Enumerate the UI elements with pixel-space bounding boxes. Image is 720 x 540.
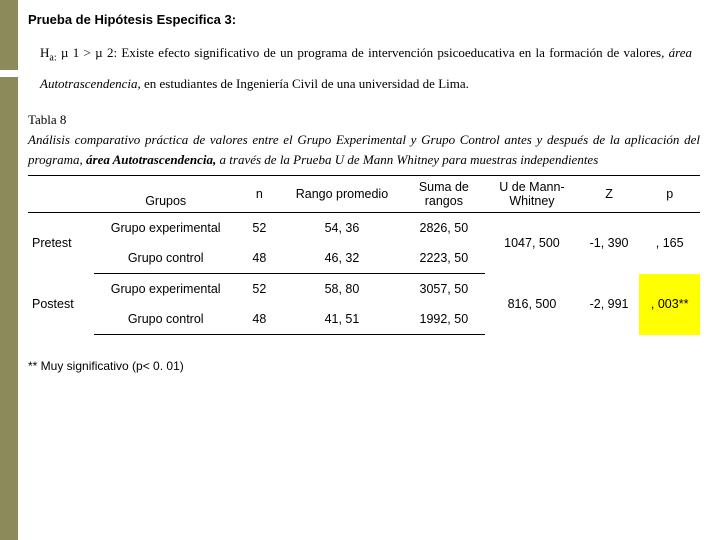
results-table: Grupos n Rango promedio Suma de rangos U… [28, 175, 700, 335]
table-row: Postest Grupo experimental 52 58, 80 305… [28, 274, 700, 305]
th-suma: Suma de rangos [403, 176, 486, 213]
cell-u: 1047, 500 [485, 213, 579, 274]
cell-rango: 41, 51 [281, 304, 402, 335]
hyp-mu: µ 1 > µ 2: [57, 45, 122, 60]
cell-p: , 165 [639, 213, 700, 274]
cell-suma: 3057, 50 [403, 274, 486, 305]
th-blank [28, 176, 94, 213]
footnote: ** Muy significativo (p< 0. 01) [28, 359, 700, 373]
table-header-row: Grupos n Rango promedio Suma de rangos U… [28, 176, 700, 213]
cell-rango: 54, 36 [281, 213, 402, 244]
cell-n: 48 [237, 304, 281, 335]
hyp-sub: a: [49, 53, 56, 64]
table-caption: Análisis comparativo práctica de valores… [28, 130, 700, 169]
cell-n: 52 [237, 274, 281, 305]
th-z: Z [579, 176, 640, 213]
th-umann: U de Mann-Whitney [485, 176, 579, 213]
group-exp: Grupo experimental [94, 274, 237, 305]
th-n: n [237, 176, 281, 213]
cell-suma: 2223, 50 [403, 243, 486, 274]
cell-n: 52 [237, 213, 281, 244]
phase-pretest: Pretest [28, 213, 94, 274]
cell-p-highlight: , 003** [639, 274, 700, 335]
group-ctrl: Grupo control [94, 304, 237, 335]
th-rango: Rango promedio [281, 176, 402, 213]
cell-u: 816, 500 [485, 274, 579, 335]
hyp-t2: en estudiantes de Ingeniería Civil de un… [141, 76, 469, 91]
cell-z: -1, 390 [579, 213, 640, 274]
th-p: p [639, 176, 700, 213]
cell-suma: 2826, 50 [403, 213, 486, 244]
hyp-t1: Existe efecto significativo de un progra… [121, 45, 668, 60]
hyp-prefix: H [40, 45, 49, 60]
caption-t2: a través de la Prueba U de Mann Whitney … [216, 152, 598, 167]
phase-postest: Postest [28, 274, 94, 335]
cell-z: -2, 991 [579, 274, 640, 335]
table-title: Tabla 8 [28, 112, 700, 128]
section-heading: Prueba de Hipótesis Especifica 3: [28, 12, 700, 27]
hypothesis-text: Ha: µ 1 > µ 2: Existe efecto significati… [40, 39, 692, 98]
cell-suma: 1992, 50 [403, 304, 486, 335]
cell-n: 48 [237, 243, 281, 274]
th-grupos: Grupos [94, 176, 237, 213]
caption-bold: área Autotrascendencia, [86, 152, 216, 167]
group-ctrl: Grupo control [94, 243, 237, 274]
cell-rango: 58, 80 [281, 274, 402, 305]
cell-rango: 46, 32 [281, 243, 402, 274]
group-exp: Grupo experimental [94, 213, 237, 244]
table-row: Pretest Grupo experimental 52 54, 36 282… [28, 213, 700, 244]
